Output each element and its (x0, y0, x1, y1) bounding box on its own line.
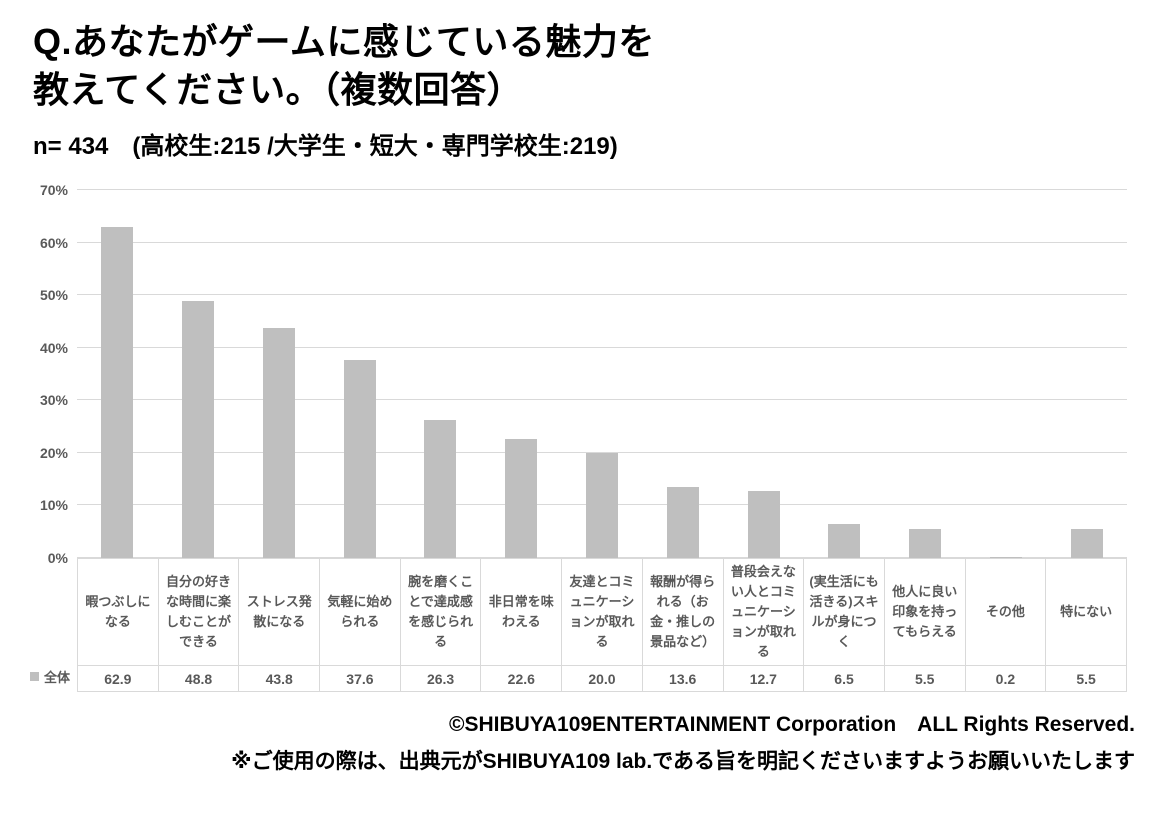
bar (586, 452, 618, 558)
gridline (77, 294, 1127, 296)
category-label: ストレス発散になる (239, 559, 321, 665)
category-label: 気軽に始められる (320, 559, 401, 665)
legend-swatch-icon (30, 672, 39, 681)
category-label: 自分の好きな時間に楽しむことができる (159, 559, 240, 665)
plot-area (77, 189, 1127, 558)
category-table: 暇つぶしになる 自分の好きな時間に楽しむことができる ストレス発散になる 気軽に始めら… (77, 558, 1127, 692)
legend-label: 全体 (44, 670, 71, 685)
bar (828, 523, 861, 558)
y-tick-label: 60% (39, 234, 68, 251)
value-cell: 62.9 (78, 666, 159, 691)
bar (424, 419, 457, 558)
value-cell: 5.5 (1046, 666, 1127, 691)
copyright-text: ©SHIBUYA109ENTERTAINMENT Corporation ALL… (448, 713, 1135, 736)
bar (1070, 529, 1103, 558)
value-cell: 6.5 (804, 666, 885, 691)
category-label-row: 暇つぶしになる 自分の好きな時間に楽しむことができる ストレス発散になる 気軽に始めら… (78, 559, 1127, 665)
y-tick-label: 50% (39, 287, 68, 304)
value-cell: 22.6 (481, 666, 563, 691)
gridline (77, 399, 1127, 401)
y-tick-label: 30% (39, 392, 68, 409)
chart-title: Q.あなたがゲームに感じている魅力を 教えてください。（複数回答） (33, 18, 655, 114)
y-tick-label: 20% (39, 444, 68, 461)
bar (666, 486, 699, 558)
y-axis: 0% 10% 20% 30% 40% 50% 60% 70% (0, 183, 68, 565)
value-cell: 5.5 (885, 666, 966, 691)
value-cell: 0.2 (966, 666, 1047, 691)
y-tick-label: 0% (47, 550, 68, 566)
value-cell: 12.7 (724, 666, 805, 691)
footer: ©SHIBUYA109ENTERTAINMENT Corporation ALL… (231, 706, 1135, 780)
value-cell: 43.8 (239, 666, 321, 691)
category-label: 非日常を味わえる (481, 559, 563, 665)
bar (747, 491, 780, 558)
category-label: 腕を磨くことで達成感を感じられる (401, 559, 482, 665)
gridline (77, 346, 1127, 348)
gridline (77, 241, 1127, 243)
category-label: 普段会えない人とコミュニケーションが取れる (724, 559, 805, 665)
value-cell: 13.6 (643, 666, 724, 691)
gridline (77, 451, 1127, 453)
bar (343, 360, 376, 558)
category-label: 友達とコミュニケーションが取れる (562, 559, 643, 665)
category-label: 他人に良い印象を持ってもらえる (885, 559, 966, 665)
chart-title-line2: 教えてください。（複数回答） (33, 69, 524, 110)
category-label: 暇つぶしになる (78, 559, 159, 665)
bar (262, 327, 295, 558)
category-label: 報酬が得られる（お金・推しの景品など） (643, 559, 724, 665)
bar (182, 301, 215, 558)
category-label: その他 (966, 559, 1047, 665)
gridline (77, 189, 1127, 190)
chart-title-line1: Q.あなたがゲームに感じている魅力を (33, 21, 655, 62)
usage-note-text: ※ご使用の際は、出典元がSHIBUYA109 lab.である旨を明記くださいます… (231, 750, 1135, 773)
value-row: 62.9 48.8 43.8 37.6 26.3 22.6 20.0 13.6 12.7 6.5 5… (78, 665, 1127, 691)
value-cell: 48.8 (159, 666, 240, 691)
value-cell: 26.3 (401, 666, 482, 691)
value-cell: 37.6 (320, 666, 401, 691)
sample-size-note: n= 434 (高校生:215 /大学生・短大・専門学校生:219) (33, 133, 618, 160)
bar (101, 227, 134, 558)
legend: 全体 (30, 667, 70, 686)
y-tick-label: 70% (39, 182, 68, 198)
category-label: 特にない (1046, 559, 1127, 665)
category-label: (実生活にも活きる)スキルが身につく (804, 559, 885, 665)
bar (505, 439, 538, 558)
value-cell: 20.0 (562, 666, 643, 691)
bar (909, 529, 942, 558)
y-tick-label: 40% (39, 339, 68, 356)
y-tick-label: 10% (39, 497, 68, 514)
bar (989, 556, 1022, 558)
